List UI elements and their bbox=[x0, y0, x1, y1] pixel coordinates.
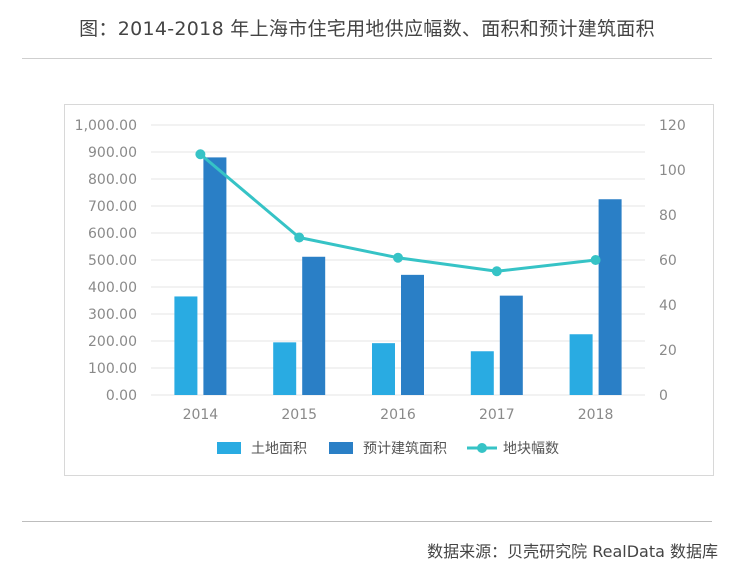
combo-chart: 0.00 100.00 200.00 300.00 400.00 500.00 600.00… bbox=[75, 118, 686, 457]
data-source: 数据来源：贝壳研究院 RealData 数据库 bbox=[427, 542, 718, 561]
legend-label: 地块幅数 bbox=[503, 441, 559, 457]
left-axis-tick-label: 100.00 bbox=[88, 361, 137, 377]
bar-building-area bbox=[401, 274, 424, 395]
bar-building-area bbox=[499, 295, 523, 395]
right-axis-tick-label: 0 bbox=[659, 388, 668, 404]
x-axis-tick-label: 2018 bbox=[578, 407, 614, 423]
line-point-parcel-count bbox=[491, 266, 502, 277]
left-axis-tick-label: 600.00 bbox=[88, 226, 137, 242]
x-axis-tick-label: 2017 bbox=[479, 407, 515, 423]
right-axis-tick-label: 120 bbox=[659, 118, 686, 134]
left-axis-tick-label: 0.00 bbox=[106, 388, 137, 404]
title-divider bbox=[22, 58, 712, 59]
left-axis-tick-label: 900.00 bbox=[88, 145, 137, 161]
chart-panel: 0.00 100.00 200.00 300.00 400.00 500.00 600.00… bbox=[64, 104, 714, 476]
bar-building-area bbox=[302, 256, 326, 395]
bar-land-area bbox=[569, 334, 593, 395]
left-axis-tick-label: 400.00 bbox=[88, 280, 137, 296]
line-point-parcel-count bbox=[294, 232, 305, 243]
legend-label: 土地面积 bbox=[251, 441, 307, 457]
left-axis-tick-label: 500.00 bbox=[88, 253, 137, 269]
line-point-parcel-count bbox=[195, 149, 206, 160]
right-axis-tick-label: 80 bbox=[659, 208, 677, 224]
x-axis-tick-label: 2015 bbox=[281, 407, 317, 423]
x-axis-tick-label: 2014 bbox=[183, 407, 219, 423]
bar-building-area bbox=[203, 157, 227, 395]
left-axis-tick-label: 300.00 bbox=[88, 307, 137, 323]
bar-building-area bbox=[598, 199, 622, 395]
bar-land-area bbox=[470, 351, 494, 395]
chart-title: 图：2014-2018 年上海市住宅用地供应幅数、面积和预计建筑面积 bbox=[79, 18, 655, 40]
legend-label: 预计建筑面积 bbox=[363, 441, 447, 457]
left-axis-tick-label: 700.00 bbox=[88, 199, 137, 215]
bar-land-area bbox=[273, 342, 297, 395]
legend-swatch-land-area bbox=[217, 442, 241, 454]
x-axis-tick-label: 2016 bbox=[380, 407, 416, 423]
right-axis-tick-label: 40 bbox=[659, 298, 677, 314]
legend-swatch-building-area bbox=[329, 442, 353, 454]
left-axis-tick-label: 1,000.00 bbox=[75, 118, 137, 134]
line-point-parcel-count bbox=[590, 255, 601, 265]
left-axis-tick-label: 800.00 bbox=[88, 172, 137, 188]
line-point-parcel-count bbox=[393, 252, 403, 263]
right-axis-tick-label: 100 bbox=[659, 163, 686, 179]
footer-divider bbox=[22, 521, 712, 522]
bar-land-area bbox=[174, 296, 198, 395]
right-axis-tick-label: 60 bbox=[659, 253, 677, 269]
right-axis-tick-label: 20 bbox=[659, 343, 677, 359]
bar-land-area bbox=[372, 343, 395, 395]
legend-swatch-parcel-count-marker bbox=[477, 443, 487, 453]
left-axis-tick-label: 200.00 bbox=[88, 334, 137, 350]
